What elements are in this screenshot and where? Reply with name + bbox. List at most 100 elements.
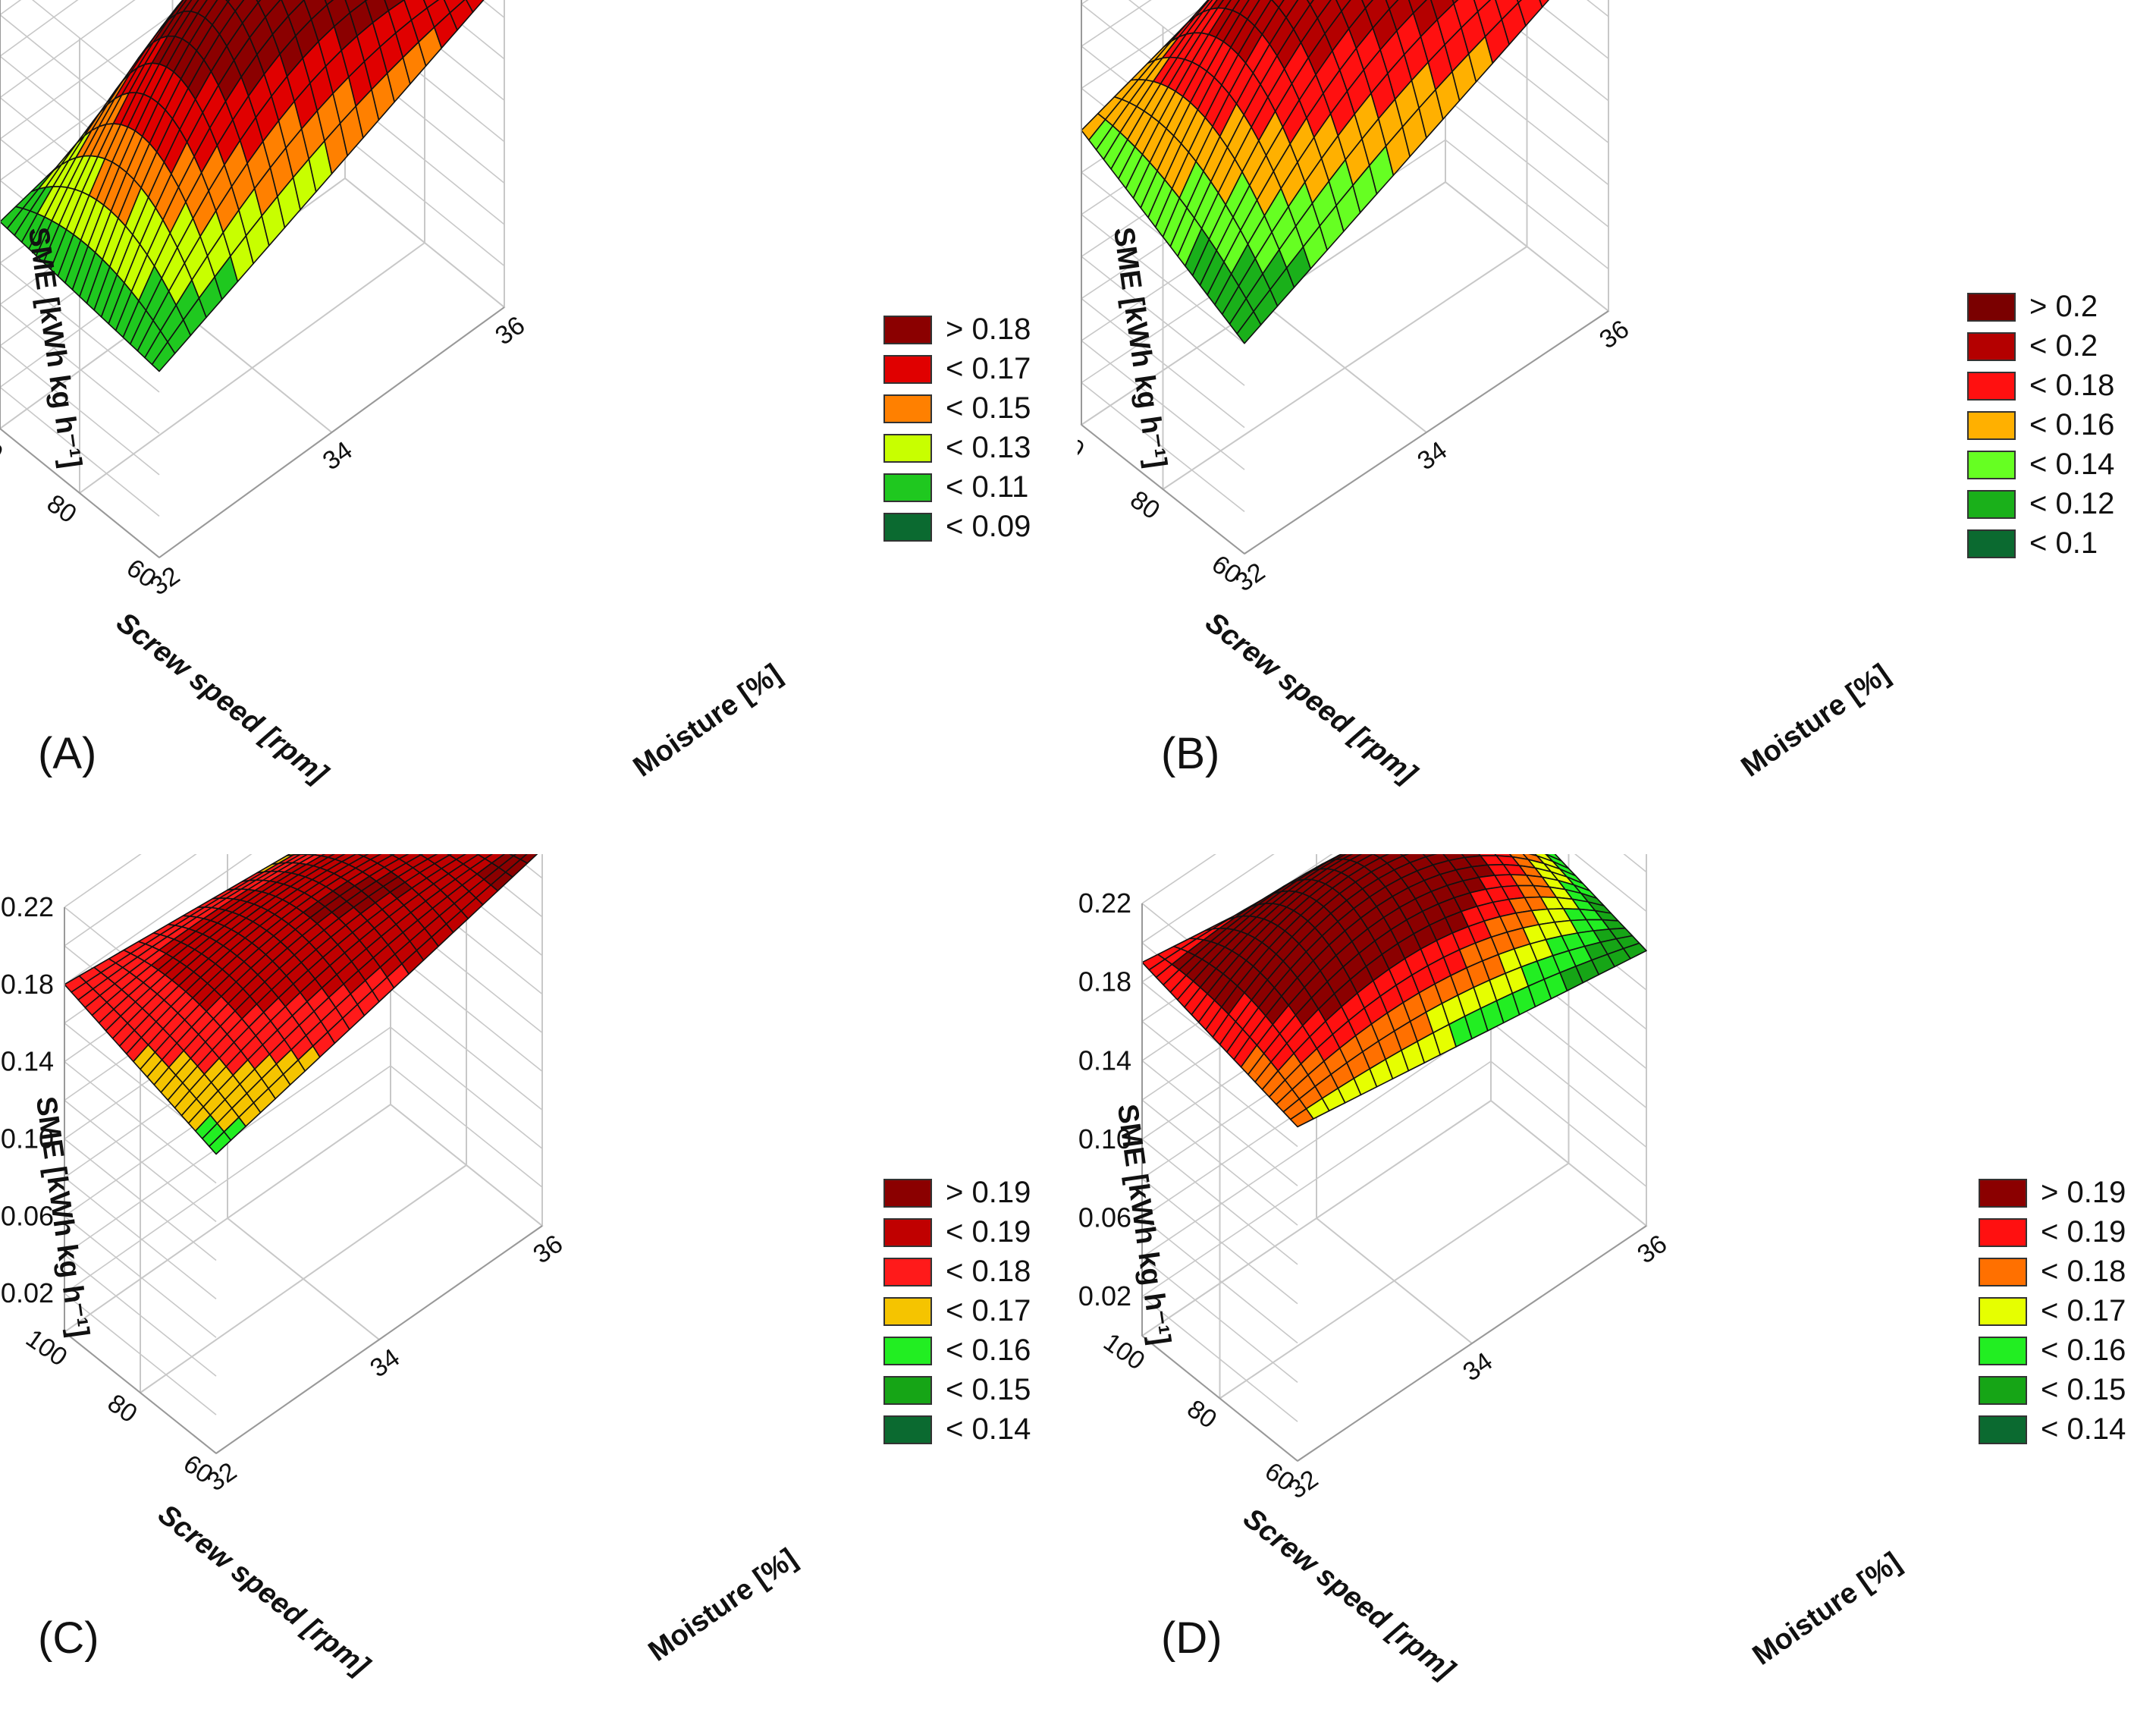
z-tick-label: 0.18 bbox=[1, 969, 54, 1000]
legend-swatch bbox=[1967, 293, 2016, 322]
speed-tick-label: 80 bbox=[1182, 1394, 1222, 1434]
legend-label: < 0.19 bbox=[946, 1215, 1031, 1249]
legend-swatch bbox=[883, 473, 932, 502]
surface-cell bbox=[190, 0, 208, 14]
z-gridline bbox=[1081, 181, 1609, 426]
legend-label: > 0.19 bbox=[2041, 1176, 2126, 1209]
surface-cell bbox=[1217, 0, 1232, 9]
legend-label: < 0.18 bbox=[2041, 1255, 2126, 1288]
surface-cell bbox=[327, 854, 346, 860]
z-gridline bbox=[64, 1293, 217, 1415]
surface-cell bbox=[449, 0, 474, 31]
z-gridline bbox=[64, 1026, 543, 1255]
surface-cell bbox=[183, 0, 199, 12]
z-gridline bbox=[1081, 139, 1609, 384]
surface-cell bbox=[1271, 0, 1285, 8]
z-gridline bbox=[0, 303, 160, 434]
z-gridline bbox=[0, 0, 136, 99]
surface-plot-a: 0.020.060.100.140.180.223234366080100Scr… bbox=[0, 0, 788, 791]
moisture-axis-title: Moisture [%] bbox=[1747, 1547, 1907, 1672]
z-gridline bbox=[1141, 1060, 1647, 1297]
z-gridline bbox=[64, 1099, 217, 1223]
surface-plot-c: 0.020.060.100.140.180.223234366080100Scr… bbox=[1, 854, 803, 1683]
z-gridline bbox=[1141, 1060, 1298, 1186]
surface-mesh bbox=[64, 854, 538, 1155]
legend-swatch bbox=[1967, 490, 2016, 519]
z-tick-label: 0.14 bbox=[1, 1046, 54, 1077]
surface-cell bbox=[448, 854, 467, 860]
legend-swatch bbox=[1979, 1376, 2027, 1405]
speed-axis-title: Screw speed [rpm] bbox=[110, 606, 334, 790]
surface-cell bbox=[286, 854, 297, 856]
speed-axis-line bbox=[1141, 1335, 1298, 1462]
surface-cell bbox=[466, 0, 485, 13]
z-tick-label: 0.22 bbox=[1078, 887, 1131, 919]
legend-label: < 0.09 bbox=[946, 510, 1031, 543]
z-gridline bbox=[1141, 1296, 1298, 1422]
legend-swatch bbox=[883, 513, 932, 542]
legend-label: > 0.18 bbox=[946, 313, 1031, 346]
legend-label: < 0.14 bbox=[2041, 1412, 2126, 1446]
legend-label: < 0.16 bbox=[946, 1334, 1031, 1367]
surface-cell bbox=[391, 854, 410, 859]
surface-cell bbox=[1335, 0, 1351, 12]
z-gridline bbox=[0, 177, 505, 429]
legend-swatch bbox=[883, 1415, 932, 1444]
speed-tick-label: 80 bbox=[102, 1389, 143, 1429]
moisture-tick-label: 34 bbox=[1412, 436, 1452, 476]
moisture-axis-title: Moisture [%] bbox=[643, 1543, 803, 1668]
z-tick-label: 0.06 bbox=[1, 1200, 54, 1231]
legend-label: < 0.16 bbox=[2029, 408, 2115, 441]
speed-tick-label: 80 bbox=[1125, 485, 1165, 526]
z-gridline bbox=[1141, 1099, 1298, 1226]
z-gridline bbox=[1141, 1217, 1298, 1344]
legend-label: < 0.16 bbox=[2041, 1334, 2126, 1367]
legend-label: < 0.17 bbox=[946, 352, 1031, 385]
moisture-tick-label: 34 bbox=[365, 1343, 405, 1384]
surface-cell bbox=[1194, 0, 1213, 17]
legend-swatch bbox=[883, 1297, 932, 1326]
legend-swatch bbox=[1967, 451, 2016, 479]
speed-tick-label: 100 bbox=[0, 420, 8, 469]
moisture-tick-label: 36 bbox=[1632, 1230, 1672, 1270]
moisture-axis-line bbox=[1297, 1225, 1647, 1462]
speed-axis-line bbox=[64, 1331, 217, 1454]
legend-label: < 0.17 bbox=[2041, 1294, 2126, 1327]
legend-label: < 0.15 bbox=[946, 391, 1031, 425]
surface-cell bbox=[1517, 0, 1543, 27]
legend-swatch bbox=[1979, 1297, 2027, 1326]
panel-label: (C) bbox=[38, 1613, 99, 1663]
surface-cell bbox=[1337, 854, 1344, 857]
legend-swatch bbox=[1979, 1258, 2027, 1286]
legend-label: < 0.14 bbox=[2029, 448, 2115, 481]
floor-gridline bbox=[140, 1164, 467, 1393]
surface-cell bbox=[175, 0, 193, 15]
moisture-axis-line bbox=[1244, 310, 1609, 554]
surface-cell bbox=[1232, 0, 1250, 15]
surface-cell bbox=[1372, 854, 1390, 859]
speed-tick-label: 80 bbox=[42, 489, 82, 529]
surface-cell bbox=[1204, 0, 1210, 5]
legend-swatch bbox=[883, 355, 932, 384]
surface-mesh bbox=[1141, 854, 1647, 1128]
moisture-axis-line bbox=[158, 306, 505, 558]
legend-swatch bbox=[883, 1337, 932, 1365]
z-tick-label: 0.10 bbox=[1, 1123, 54, 1154]
z-gridline bbox=[1081, 256, 1245, 386]
surface-cell bbox=[1224, 0, 1241, 11]
moisture-tick-label: 34 bbox=[318, 436, 358, 476]
z-tick-label: 0.22 bbox=[1, 891, 54, 922]
surface-mesh bbox=[1081, 0, 1550, 344]
moisture-tick-label: 36 bbox=[490, 311, 530, 351]
z-gridline bbox=[1141, 1256, 1298, 1383]
surface-cell bbox=[1361, 0, 1374, 9]
surface-cell bbox=[320, 854, 336, 858]
z-tick-label: 0.10 bbox=[1078, 1123, 1131, 1155]
surface-cell bbox=[1335, 854, 1354, 860]
moisture-tick-label: 36 bbox=[1594, 315, 1634, 355]
z-tick-label: 0.18 bbox=[1078, 966, 1131, 997]
legend-swatch bbox=[883, 434, 932, 463]
speed-axis-line bbox=[0, 428, 160, 558]
z-gridline bbox=[0, 0, 505, 140]
legend-label: < 0.1 bbox=[2029, 526, 2098, 560]
